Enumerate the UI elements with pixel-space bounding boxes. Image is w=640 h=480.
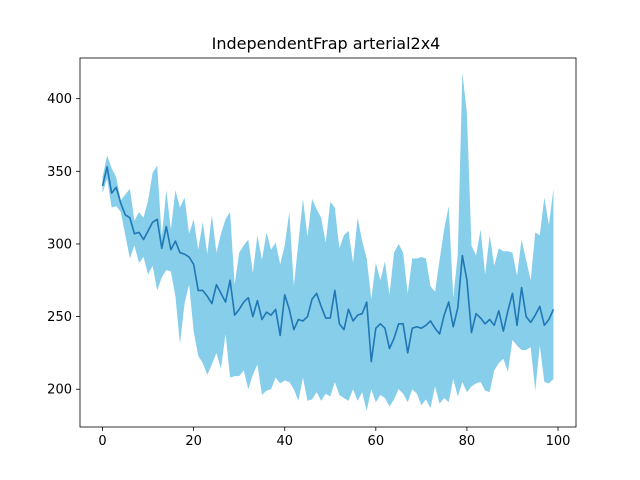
chart-title: IndependentFrap arterial2x4: [212, 34, 441, 53]
x-tick-label: 100: [546, 434, 571, 449]
x-tick-label: 0: [98, 434, 106, 449]
y-tick-label: 200: [47, 383, 72, 398]
x-tick-label: 40: [276, 434, 293, 449]
plot-area: [101, 72, 555, 412]
mean-line: [101, 166, 555, 363]
x-tick-label: 80: [459, 434, 476, 449]
y-tick-label: 350: [47, 165, 72, 180]
x-axis: 0 20 40 60 80 100: [98, 427, 570, 449]
axes-frame: [79, 57, 577, 428]
y-axis: 200 250 300 350 400: [47, 92, 80, 398]
x-tick-label: 60: [368, 434, 385, 449]
y-tick-label: 250: [47, 310, 72, 325]
x-tick-label: 20: [185, 434, 202, 449]
y-tick-label: 300: [47, 237, 72, 252]
y-tick-label: 400: [47, 92, 72, 107]
range-band: [102, 72, 554, 412]
